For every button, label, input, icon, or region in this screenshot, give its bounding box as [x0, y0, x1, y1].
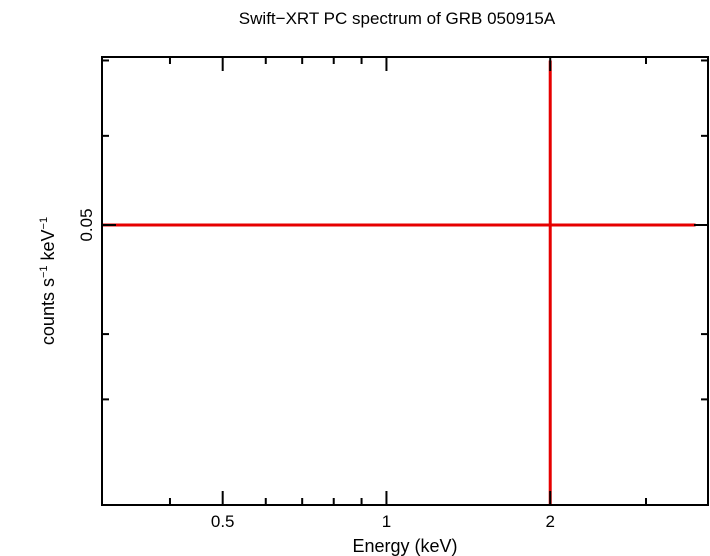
x-tick-labels: 0.5 1 2 [211, 512, 555, 531]
y-axis-label-exponent-1: −1 [38, 265, 50, 278]
y-tick-labels: 0.05 [77, 208, 96, 241]
x-tick-label: 0.5 [211, 512, 235, 531]
y-axis-label-exponent-2: −1 [38, 217, 50, 230]
axis-ticks [102, 57, 708, 505]
y-axis-label-base: counts s [38, 278, 58, 345]
x-tick-label: 2 [545, 512, 554, 531]
plot-frame [101, 56, 709, 506]
x-axis-label: Energy (keV) [352, 536, 457, 556]
y-axis-label: counts s−1 keV−1 [38, 217, 58, 345]
y-axis-label-middle: keV [38, 229, 58, 265]
series-layer [102, 60, 696, 505]
x-tick-label: 1 [382, 512, 391, 531]
chart-title: Swift−XRT PC spectrum of GRB 050915A [239, 9, 556, 28]
y-tick-label: 0.05 [77, 208, 96, 241]
